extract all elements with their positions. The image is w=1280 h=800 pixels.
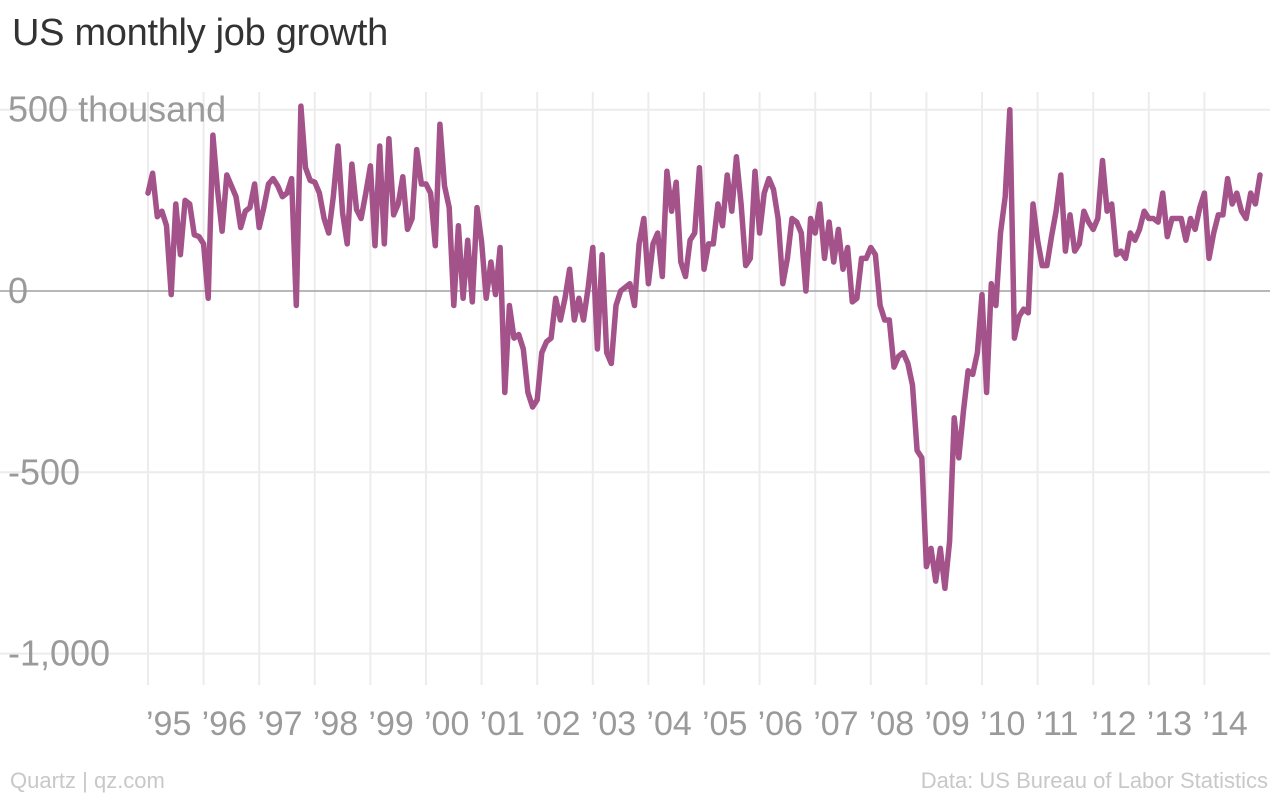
series-layer — [145, 103, 1263, 592]
x-tick-label: ’14 — [1202, 705, 1247, 743]
tick-label-layer: ’95 ’96 ’97 ’98 ’99 ’00 ’01 ’02 ’03 ’04 ’05 ’06 ’07 ’… — [8, 89, 1248, 743]
x-tick-label: ’00 — [424, 705, 469, 743]
x-tick-label: ’98 — [313, 705, 358, 743]
x-tick-label: ’12 — [1091, 705, 1136, 743]
y-tick-label: -1,000 — [8, 633, 110, 674]
footer-credit: Quartz | qz.com — [10, 768, 165, 793]
x-tick-label: ’96 — [202, 705, 247, 743]
y-tick-label: 0 — [8, 270, 28, 311]
x-tick-label: ’06 — [758, 705, 803, 743]
x-tick-label: ’99 — [368, 705, 413, 743]
x-tick-label: ’95 — [146, 705, 191, 743]
y-tick-label: 500 thousand — [8, 89, 226, 130]
x-tick-label: ’02 — [535, 705, 580, 743]
chart-title: US monthly job growth — [12, 12, 388, 54]
x-tick-label: ’11 — [1036, 705, 1079, 743]
x-tick-label: ’01 — [480, 705, 525, 743]
job-growth-line — [145, 103, 1263, 592]
x-tick-label: ’97 — [257, 705, 302, 743]
y-tick-label: -500 — [8, 451, 80, 492]
x-tick-label: ’08 — [869, 705, 914, 743]
grid-layer — [0, 92, 1270, 685]
footer-source: Data: US Bureau of Labor Statistics — [920, 768, 1268, 793]
x-tick-label: ’10 — [980, 705, 1025, 743]
x-tick-label: ’13 — [1147, 705, 1192, 743]
x-tick-label: ’07 — [813, 705, 858, 743]
x-tick-label: ’05 — [702, 705, 747, 743]
x-tick-label: ’09 — [924, 705, 969, 743]
x-tick-label: ’03 — [591, 705, 636, 743]
x-tick-label: ’04 — [646, 705, 691, 743]
